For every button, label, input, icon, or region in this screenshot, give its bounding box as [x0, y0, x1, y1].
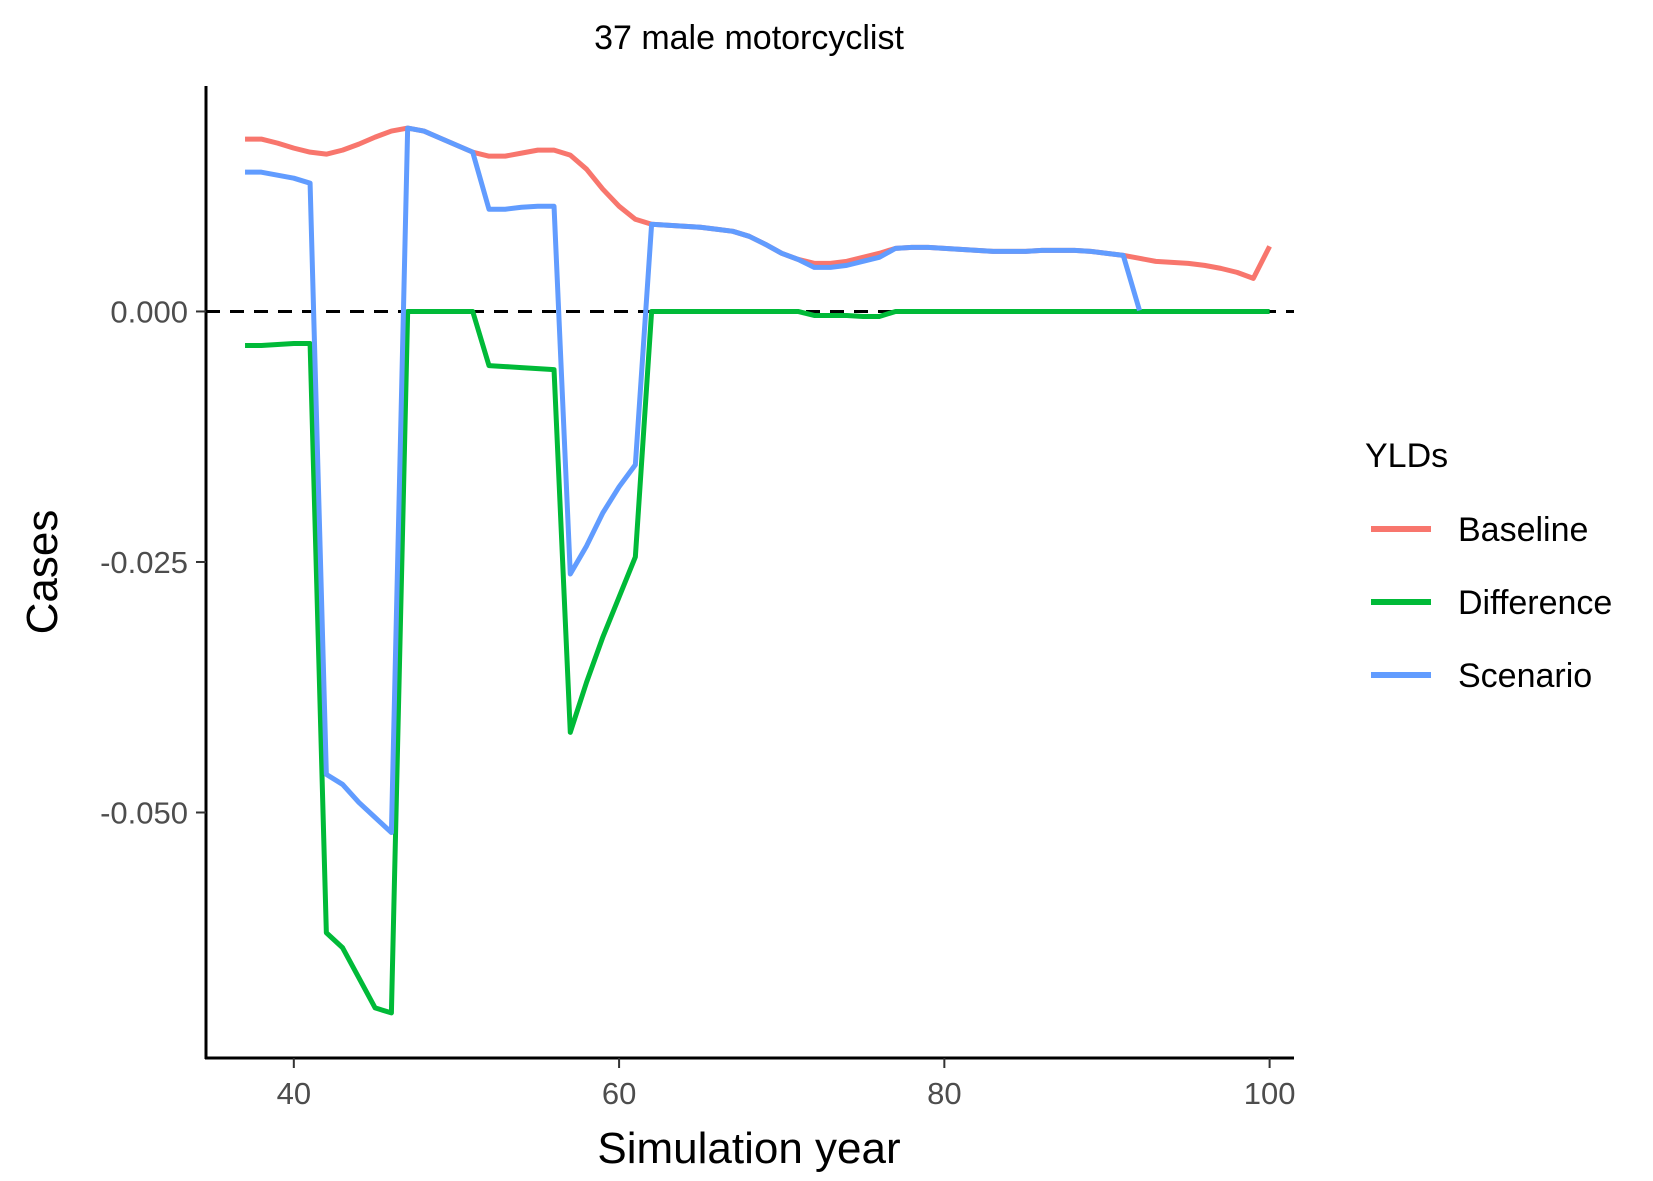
series-layer [245, 125, 1272, 1016]
y-tick-label: -0.050 [100, 795, 188, 830]
x-axis-title: Simulation year [597, 1124, 900, 1173]
y-axis-title: Cases [18, 510, 67, 635]
series-line-difference [245, 308, 1270, 1016]
legend-label-scenario: Scenario [1458, 657, 1592, 695]
x-tick-label: 40 [277, 1076, 311, 1111]
series-line-scenario [245, 125, 1142, 836]
x-tick-label: 60 [602, 1076, 636, 1111]
y-axis-ticks: 0.000 -0.025 -0.050 [100, 294, 206, 830]
chart-title: 37 male motorcyclist [594, 19, 904, 57]
x-tick-label: 80 [927, 1076, 961, 1111]
plot-area: 0.000 -0.025 -0.050 40 60 80 100 [100, 86, 1295, 1111]
y-tick-label: -0.025 [100, 545, 188, 580]
legend-label-baseline: Baseline [1458, 511, 1588, 549]
legend: YLDs Baseline Difference Scenario [1365, 437, 1612, 695]
y-tick-label: 0.000 [110, 294, 188, 329]
legend-items: Baseline Difference Scenario [1371, 511, 1612, 695]
legend-title: YLDs [1365, 437, 1448, 475]
legend-label-difference: Difference [1458, 584, 1612, 622]
x-axis-ticks: 40 60 80 100 [277, 1058, 1296, 1111]
x-tick-label: 100 [1244, 1076, 1296, 1111]
